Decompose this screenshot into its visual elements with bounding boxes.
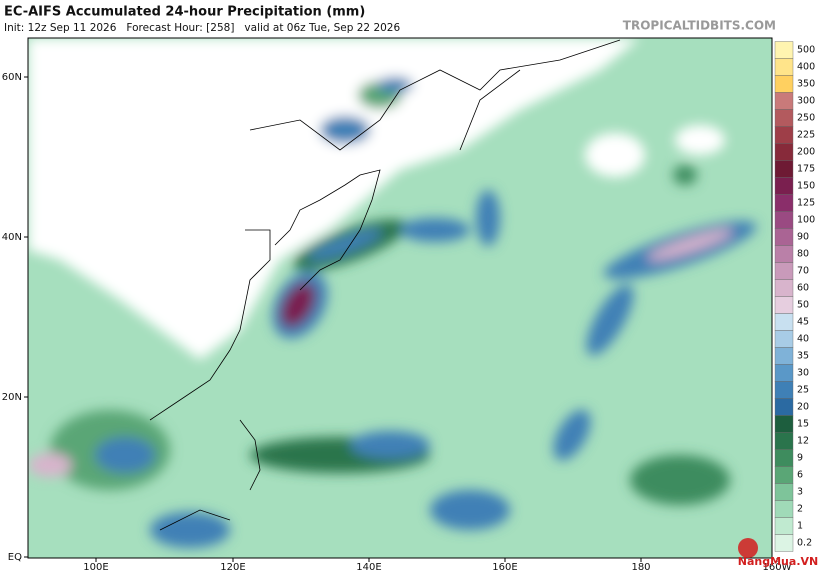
colorbar-cell — [774, 415, 794, 433]
colorbar-cell — [774, 449, 794, 467]
colorbar-cell — [774, 313, 794, 331]
colorbar-label: 50 — [797, 300, 809, 311]
colorbar-cell — [774, 296, 794, 314]
colorbar-label: 90 — [797, 232, 809, 243]
colorbar-label: 300 — [797, 96, 815, 107]
colorbar-cell — [774, 143, 794, 161]
colorbar-cell — [774, 126, 794, 144]
colorbar-cell — [774, 466, 794, 484]
title: EC-AIFS Accumulated 24-hour Precipitatio… — [4, 5, 365, 20]
colorbar-cell — [774, 228, 794, 246]
colorbar-label: 25 — [797, 385, 809, 396]
lat-label: 40N — [2, 232, 22, 243]
lon-label: 100E — [83, 562, 108, 573]
colorbar-label: 20 — [797, 402, 809, 413]
colorbar-cell — [774, 517, 794, 535]
lon-label: 180 — [631, 562, 650, 573]
colorbar-label: 35 — [797, 351, 809, 362]
colorbar-label: 45 — [797, 317, 809, 328]
colorbar-label: 60 — [797, 283, 809, 294]
colorbar-cell — [774, 432, 794, 450]
colorbar-cell — [774, 92, 794, 110]
colorbar-cell — [774, 483, 794, 501]
colorbar-label: 150 — [797, 181, 815, 192]
colorbar-label: 400 — [797, 62, 815, 73]
colorbar-label: 30 — [797, 368, 809, 379]
colorbar-label: 2 — [797, 504, 803, 515]
colorbar-cell — [774, 279, 794, 297]
logo-icon — [738, 538, 758, 558]
colorbar-cell — [774, 177, 794, 195]
colorbar-label: 175 — [797, 164, 815, 175]
colorbar-cell — [774, 262, 794, 280]
colorbar-cell — [774, 109, 794, 127]
colorbar-label: 6 — [797, 470, 803, 481]
colorbar-label: 250 — [797, 113, 815, 124]
colorbar-cell — [774, 500, 794, 518]
lat-label: EQ — [8, 552, 22, 563]
colorbar-label: 225 — [797, 130, 815, 141]
colorbar-cell — [774, 398, 794, 416]
colorbar-label: 70 — [797, 266, 809, 277]
colorbar-cell — [774, 194, 794, 212]
colorbar-cell — [774, 75, 794, 93]
colorbar-label: 12 — [797, 436, 809, 447]
colorbar-label: 0.2 — [797, 538, 812, 549]
colorbar-cell — [774, 534, 794, 552]
colorbar-label: 40 — [797, 334, 809, 345]
colorbar-label: 80 — [797, 249, 809, 260]
colorbar: 5004003503002502252001751501251009080706… — [774, 41, 815, 552]
axes: 60N 40N 20N EQ 100E 120E 140E 160E 180 160W — [2, 72, 792, 573]
colorbar-label: 3 — [797, 487, 803, 498]
precip-field — [28, 38, 757, 548]
colorbar-cell — [774, 211, 794, 229]
lat-label: 20N — [2, 392, 22, 403]
colorbar-label: 15 — [797, 419, 809, 430]
lon-label: 160E — [492, 562, 517, 573]
colorbar-label: 9 — [797, 453, 803, 464]
colorbar-cell — [774, 330, 794, 348]
colorbar-cell — [774, 364, 794, 382]
map-field — [28, 38, 772, 558]
subtitle: Init: 12z Sep 11 2026 Forecast Hour: [25… — [4, 22, 400, 34]
colorbar-label: 1 — [797, 521, 803, 532]
map-frame — [27, 37, 773, 559]
watermark: TROPICALTIDBITS.COM — [623, 19, 776, 33]
lon-label: 120E — [220, 562, 245, 573]
colorbar-label: 100 — [797, 215, 815, 226]
logo: NangMua.VN — [738, 555, 818, 568]
colorbar-label: 500 — [797, 45, 815, 56]
colorbar-cell — [774, 347, 794, 365]
colorbar-cell — [774, 58, 794, 76]
colorbar-label: 350 — [797, 79, 815, 90]
lon-label: 160W — [763, 562, 792, 573]
coastlines — [149, 39, 621, 531]
colorbar-label: 125 — [797, 198, 815, 209]
lat-label: 60N — [2, 72, 22, 83]
colorbar-cell — [774, 381, 794, 399]
lon-label: 140E — [356, 562, 381, 573]
colorbar-cell — [774, 41, 794, 59]
colorbar-cell — [774, 160, 794, 178]
colorbar-cell — [774, 245, 794, 263]
colorbar-label: 200 — [797, 147, 815, 158]
